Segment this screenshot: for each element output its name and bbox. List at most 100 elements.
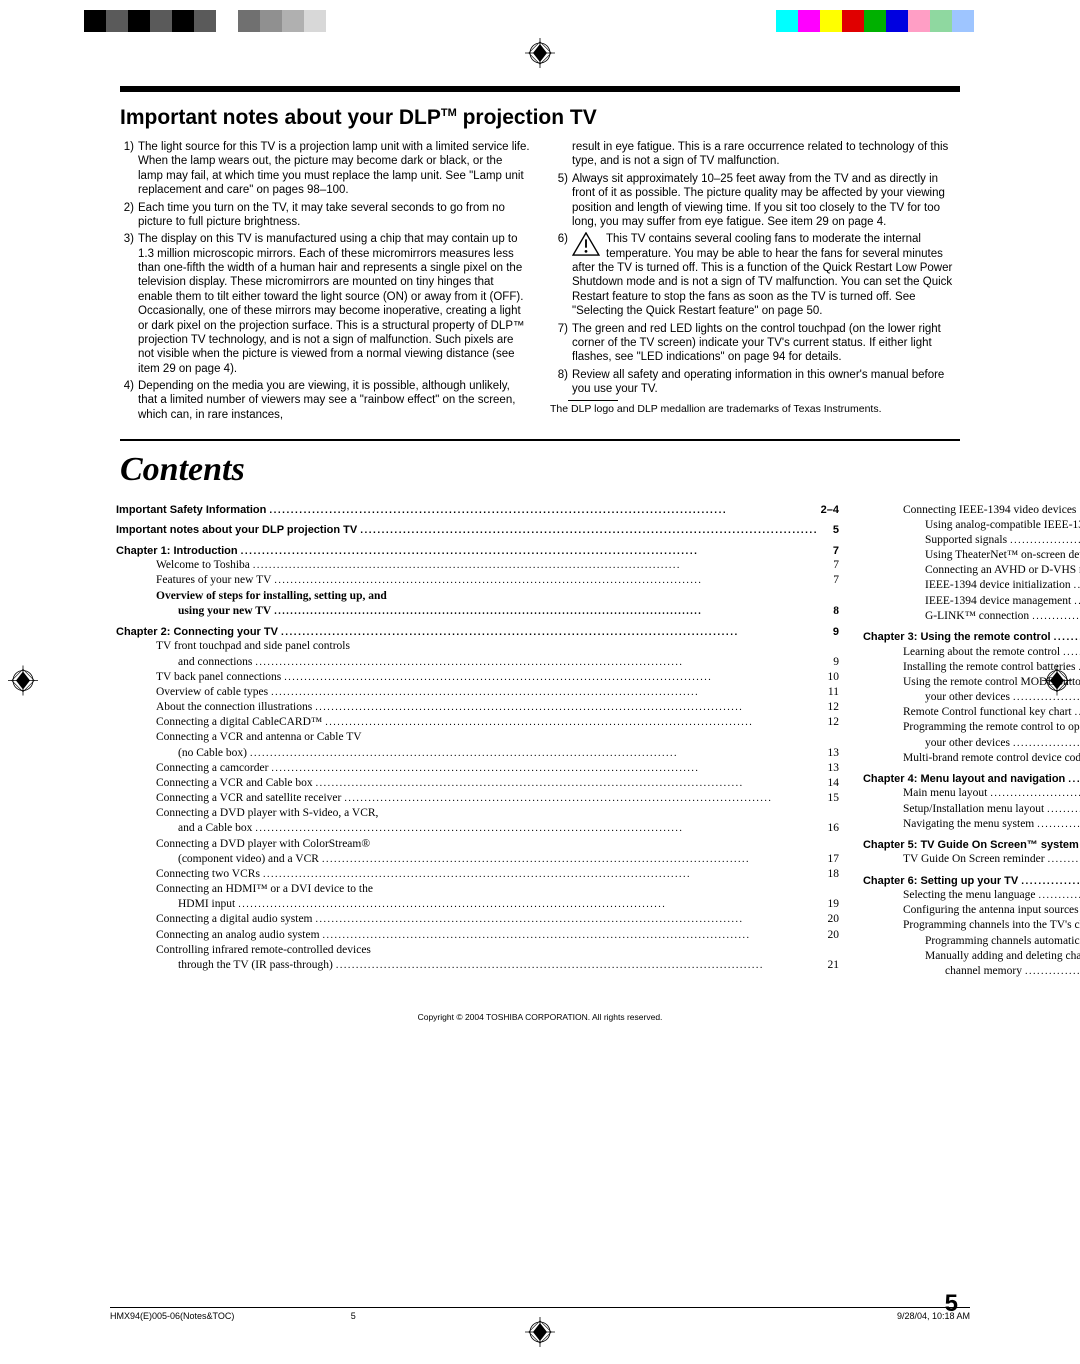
contents-heading: Contents	[120, 451, 960, 489]
note-text: result in eye fatigue. This is a rare oc…	[572, 140, 964, 169]
toc-dots	[1022, 964, 1080, 979]
note-number: 3)	[116, 232, 134, 376]
toc-row: and connections9	[116, 655, 839, 670]
toc-dots	[1034, 817, 1080, 832]
continued-next-page: (Continued on next page)	[863, 981, 1080, 996]
note-item: 6)This TV contains several cooling fans …	[550, 232, 964, 318]
toc-dots	[1071, 578, 1080, 593]
colorbar-swatch	[216, 10, 238, 32]
toc-page: 9	[821, 655, 839, 670]
toc-row: (no Cable box)13	[116, 746, 839, 761]
trademark-note: The DLP logo and DLP medallion are trade…	[550, 403, 964, 416]
toc-label: Installing the remote control batteries	[903, 660, 1075, 675]
note-text: This TV contains several cooling fans to…	[572, 232, 964, 318]
toc-row: Connecting an HDMI™ or a DVI device to t…	[116, 882, 839, 897]
colorbar-swatch	[172, 10, 194, 32]
toc-label: Remote Control functional key chart	[903, 705, 1072, 720]
toc-row: TV Guide On Screen reminder39	[863, 852, 1080, 867]
toc-dots	[313, 776, 821, 791]
toc-columns: Important Safety Information2–4Important…	[116, 503, 964, 996]
toc-label: Connecting a VCR and satellite receiver	[156, 791, 341, 806]
toc-label: Configuring the antenna input sources	[903, 903, 1079, 918]
toc-column-left: Important Safety Information2–4Important…	[116, 503, 839, 996]
toc-dots	[1029, 609, 1080, 624]
toc-label: HDMI input	[178, 897, 235, 912]
toc-row: Configuring the antenna input sources40	[863, 903, 1080, 918]
toc-row: Programming the remote control to operat…	[863, 720, 1080, 735]
toc-row: Overview of cable types11	[116, 685, 839, 700]
toc-label: Chapter 6: Setting up your TV	[863, 874, 1018, 889]
toc-label: Using analog-compatible IEEE-1394 device…	[925, 518, 1080, 533]
colorbar-swatch	[930, 10, 952, 32]
toc-page: 7	[821, 573, 839, 588]
footnote-rule	[568, 400, 618, 401]
toc-page: 20	[821, 928, 839, 943]
note-text: Review all safety and operating informat…	[572, 368, 964, 397]
note-number: 1)	[116, 140, 134, 198]
note-number: 8)	[550, 368, 568, 397]
colorbar-swatch	[776, 10, 798, 32]
toc-row: Connecting a VCR and satellite receiver1…	[116, 791, 839, 806]
toc-page: 7	[821, 544, 839, 559]
toc-row: Multi-brand remote control device codes3…	[863, 751, 1080, 766]
notes-column-left: 1)The light source for this TV is a proj…	[116, 140, 530, 425]
heading-prefix: Important notes about your DLP	[120, 106, 441, 129]
toc-dots	[1007, 533, 1080, 548]
toc-page: 13	[821, 746, 839, 761]
note-item: 5)Always sit approximately 10–25 feet aw…	[550, 172, 964, 230]
toc-label: Using the remote control MODE button to …	[903, 675, 1080, 690]
colorbar-swatch	[106, 10, 128, 32]
toc-page: 16	[821, 821, 839, 836]
toc-row: Connecting a digital CableCARD™12	[116, 715, 839, 730]
toc-label: Welcome to Toshiba	[156, 558, 250, 573]
toc-label: Connecting an HDMI™ or a DVI device to t…	[156, 882, 373, 897]
toc-label: Overview of steps for installing, settin…	[156, 589, 387, 604]
note-number: 2)	[116, 201, 134, 230]
toc-label: Using TheaterNet™ on-screen device contr…	[925, 548, 1080, 563]
toc-dots	[1072, 705, 1080, 720]
note-text: Depending on the media you are viewing, …	[138, 379, 530, 422]
colorbar-swatch	[974, 10, 996, 32]
toc-page: 11	[821, 685, 839, 700]
toc-row: Connecting two VCRs18	[116, 867, 839, 882]
toc-row: your other devices30	[863, 736, 1080, 751]
toc-row: (component video) and a VCR17	[116, 852, 839, 867]
toc-page: 14	[821, 776, 839, 791]
page-frame: Important notes about your DLPTM project…	[60, 60, 1020, 1322]
toc-row: Using analog-compatible IEEE-1394 device…	[863, 518, 1080, 533]
toc-row: through the TV (IR pass-through)21	[116, 958, 839, 973]
colorbar-swatch	[282, 10, 304, 32]
toc-row: Chapter 4: Menu layout and navigation34	[863, 772, 1080, 787]
toc-row: Manually adding and deleting channels in…	[863, 949, 1080, 964]
toc-dots	[341, 791, 821, 806]
toc-label: Connecting a DVD player with ColorStream…	[156, 837, 370, 852]
colorbar-swatch	[908, 10, 930, 32]
toc-row: About the connection illustrations12	[116, 700, 839, 715]
toc-label: TV front touchpad and side panel control…	[156, 639, 350, 654]
toc-label: Setup/Installation menu layout	[903, 802, 1044, 817]
note-item: 3)The display on this TV is manufactured…	[116, 232, 530, 376]
toc-label: Important notes about your DLP projectio…	[116, 523, 357, 538]
toc-page: 7	[821, 558, 839, 573]
footer-meta: HMX94(E)005-06(Notes&TOC) 5 9/28/04, 10:…	[110, 1307, 970, 1321]
toc-label: your other devices	[925, 736, 1010, 751]
note-text: The light source for this TV is a projec…	[138, 140, 530, 198]
note-item: 8)Review all safety and operating inform…	[550, 368, 964, 397]
toc-dots	[312, 700, 821, 715]
note-item: 2)Each time you turn on the TV, it may t…	[116, 201, 530, 230]
toc-dots	[260, 867, 821, 882]
toc-page: 19	[821, 897, 839, 912]
toc-label: Important Safety Information	[116, 503, 266, 518]
toc-label: Supported signals	[925, 533, 1007, 548]
toc-page: 12	[821, 715, 839, 730]
toc-label: G-LINK™ connection	[925, 609, 1029, 624]
toc-dots	[268, 685, 821, 700]
toc-row: Controlling infrared remote-controlled d…	[116, 943, 839, 958]
colorbar-swatch	[886, 10, 908, 32]
color-bar-right	[754, 10, 996, 32]
toc-row: Setup/Installation menu layout35	[863, 802, 1080, 817]
toc-dots	[271, 604, 821, 619]
note-number: 5)	[550, 172, 568, 230]
section-rule	[120, 86, 960, 92]
toc-dots	[252, 655, 821, 670]
